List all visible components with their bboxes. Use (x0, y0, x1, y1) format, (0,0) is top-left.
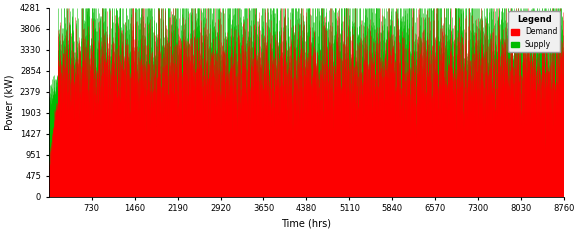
X-axis label: Time (hrs): Time (hrs) (281, 219, 331, 229)
Legend: Demand, Supply: Demand, Supply (508, 11, 560, 52)
Y-axis label: Power (kW): Power (kW) (4, 74, 14, 130)
